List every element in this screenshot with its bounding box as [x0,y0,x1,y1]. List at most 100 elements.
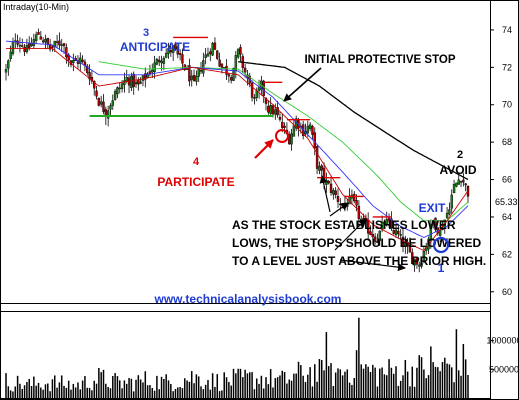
candle-body [137,79,140,85]
candle-body [357,205,361,220]
candle-body [81,59,84,62]
candle-body [188,65,191,82]
candle-body [139,81,142,84]
candle-body [72,60,75,63]
candle-body [278,117,282,120]
candle-body [23,46,26,52]
candle-body [102,101,105,112]
candle-body [158,59,161,63]
candle-body [267,106,270,113]
initial-stop-label: INITIAL PROTECTIVE STOP [304,54,455,66]
last-price-box [494,196,518,208]
moving-average-4 [6,48,469,252]
candle-body [120,83,124,90]
candle-body [220,63,224,68]
candle-body [41,40,45,43]
candle-body [206,53,210,57]
candle-body [318,166,321,171]
volume-panel-frame [0,311,491,399]
candle-body [195,75,198,82]
candle-body [339,203,342,206]
candle-body [44,39,47,43]
candle-body [213,42,217,50]
candle-body [4,69,8,73]
candle-body [329,183,333,193]
candle-body [452,184,456,194]
avoid-label: AVOID [439,163,476,177]
price-panel-frame [0,0,491,304]
candle-body [399,234,402,236]
volume-tick-label-500000: 500000 [489,364,519,374]
candle-body [450,194,453,209]
candle-body [327,181,330,184]
candle-body [341,202,344,206]
candle-body [390,218,393,228]
candle-body [385,219,388,225]
candle-body [116,87,119,95]
candle-body [7,60,10,69]
candle-body [97,98,101,106]
candle-body [37,32,40,35]
candle-body [281,121,284,129]
candle-body [171,45,175,53]
candle-body [239,47,242,55]
candle-body [378,230,381,241]
candle-body [418,264,421,267]
candle-body [118,87,121,90]
candle-body [420,262,423,267]
candle-body [413,259,416,266]
candle-body [130,76,133,89]
candle-body [459,181,463,183]
candle-body [373,236,377,242]
candle-body [30,43,33,47]
candle-body [218,59,221,67]
candle-body [313,132,316,149]
candle-body [353,193,356,202]
candle-body [178,53,182,55]
candle-body [164,52,168,58]
candle-body [422,251,426,262]
candle-body [211,42,214,56]
volume-y-axis: 500000 1000000 [486,336,519,375]
candle-body [51,46,54,48]
candle-body [269,105,272,115]
candle-body [464,183,467,186]
participate-marker-icon [275,129,289,143]
candle-body [162,57,166,64]
price-tick-label-62: 62 [502,249,512,259]
explanation-line-1: AS THE STOCK ESTABLISHES LOWER [232,218,456,232]
exit-marker-icon [432,236,450,254]
candle-body [204,54,207,58]
stop-arrow-2 [329,202,349,217]
candle-body [457,179,460,185]
price-tick-label-70: 70 [502,100,512,110]
candle-body [28,42,31,49]
candle-body [394,229,398,235]
candle-body [190,75,193,80]
candle-body [250,82,254,98]
candle-body [288,134,291,145]
avoid-number: 2 [457,149,463,161]
anticipate-number: 3 [143,27,149,39]
candle-body [197,68,200,77]
candle-body [415,257,419,265]
candle-body [355,200,358,206]
candle-body [167,47,170,54]
candle-body [65,47,68,58]
candle-body [334,190,337,196]
candle-body [257,87,261,91]
candle-body [58,40,61,46]
candle-body [123,80,126,85]
candle-body [153,62,156,72]
candle-body [397,230,400,235]
candle-body [325,179,328,185]
candle-body [46,37,49,45]
stop-arrow-1 [319,175,331,213]
candle-body [276,107,279,116]
candle-body [292,125,296,137]
candle-body [290,133,293,145]
volume-tick-label-1000000: 1000000 [486,336,519,346]
candle-body [39,36,43,40]
